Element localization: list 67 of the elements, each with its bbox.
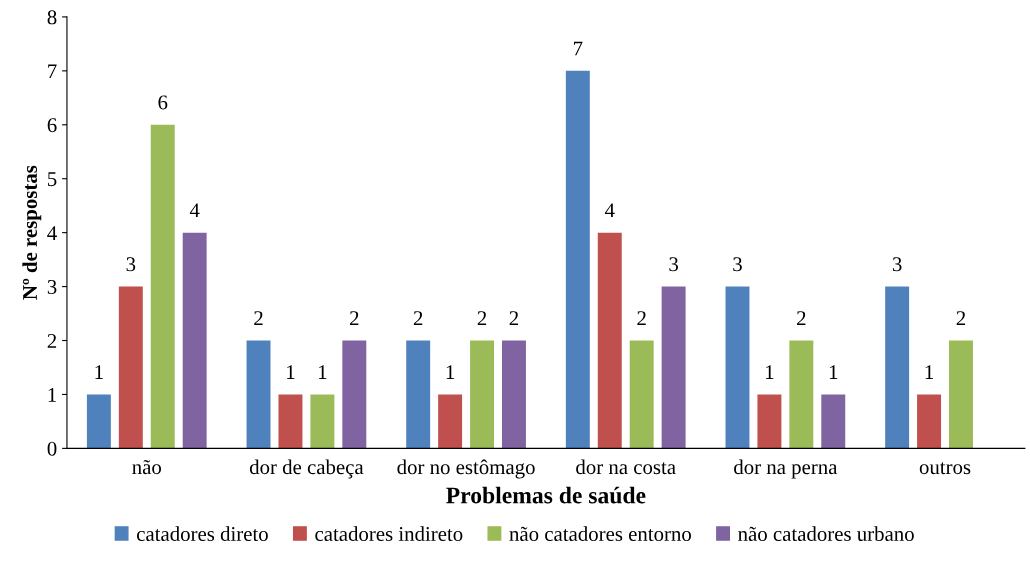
bar	[470, 340, 495, 449]
x-tick-label: dor na costa	[576, 459, 676, 475]
bar	[86, 394, 111, 449]
y-tick-label: 3	[47, 280, 57, 295]
data-label: 3	[892, 257, 902, 272]
data-label: 3	[126, 257, 136, 272]
x-tick-label: outros	[919, 462, 971, 475]
bar	[885, 286, 910, 449]
legend-label: não catadores urbano	[738, 526, 914, 542]
bar	[949, 340, 973, 449]
data-label: 2	[413, 311, 423, 325]
bar	[246, 340, 271, 449]
bar	[502, 340, 526, 449]
data-label: 6	[158, 95, 168, 110]
bar	[789, 340, 814, 449]
data-label: 2	[637, 311, 646, 325]
bar	[342, 340, 367, 449]
data-label: 7	[574, 41, 583, 56]
y-tick-label: 2	[47, 333, 57, 348]
x-tick-label: dor na perna	[734, 459, 838, 479]
data-label: 4	[604, 203, 615, 218]
bar	[310, 394, 335, 449]
data-label: 4	[189, 203, 200, 218]
y-tick-label: 1	[48, 387, 56, 402]
x-tick-label: não	[132, 459, 162, 475]
bar	[661, 286, 686, 449]
data-label: 1	[95, 365, 103, 379]
data-label: 1	[319, 365, 327, 379]
y-tick-label: 6	[47, 118, 57, 133]
data-label: 3	[669, 257, 679, 272]
data-label: 1	[287, 365, 295, 379]
x-tick-label: dor no estômago	[397, 459, 535, 479]
y-tick-label: 8	[47, 10, 57, 25]
bar	[725, 286, 750, 449]
data-label: 2	[350, 311, 359, 325]
data-label: 1	[829, 365, 838, 379]
bar	[565, 70, 590, 449]
bar	[438, 394, 463, 449]
data-label: 3	[733, 257, 742, 272]
legend-label: não catadores entorno	[509, 526, 691, 542]
data-label: 2	[956, 311, 966, 325]
bar	[917, 394, 942, 449]
data-label: 1	[925, 365, 934, 379]
data-label: 2	[477, 311, 487, 325]
y-tick-label: 7	[48, 64, 57, 79]
bar	[629, 340, 654, 449]
data-label: 2	[797, 311, 806, 325]
bar	[597, 232, 622, 449]
legend-label: catadores direto	[137, 526, 268, 542]
bar	[821, 394, 846, 449]
bar	[278, 394, 303, 449]
y-axis-title: Nº de respostas	[22, 165, 42, 300]
bar	[150, 124, 175, 449]
x-tick-label: dor de cabeça	[249, 459, 364, 479]
data-label: 2	[509, 311, 519, 325]
bar	[757, 394, 782, 449]
legend-label: catadores indireto	[315, 526, 463, 542]
bar	[118, 286, 143, 449]
x-axis-title: Problemas de saúde	[446, 486, 646, 504]
y-tick-label: 0	[47, 441, 57, 456]
y-tick-label: 5	[48, 172, 57, 187]
y-tick-label: 4	[47, 226, 57, 240]
bar	[406, 340, 431, 449]
data-label: 1	[446, 365, 455, 379]
bar	[182, 232, 207, 449]
data-label: 2	[254, 311, 263, 325]
data-label: 1	[766, 365, 774, 379]
